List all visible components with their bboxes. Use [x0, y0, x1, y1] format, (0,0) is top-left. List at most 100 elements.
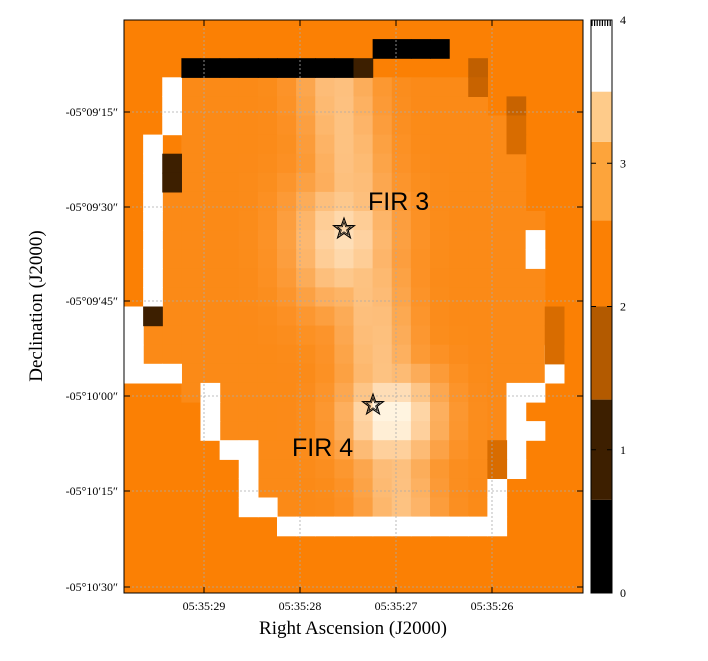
heatmap-cell	[506, 287, 527, 308]
heatmap-cell	[487, 382, 508, 403]
heatmap-cell	[219, 96, 240, 117]
heatmap-cell	[353, 478, 374, 499]
heatmap-cell	[219, 134, 240, 155]
heatmap-cell	[296, 478, 316, 499]
y-tick-label: -05°10′30″	[66, 580, 118, 594]
y-tick-labels: -05°09′15″ -05°09′30″ -05°09′45″ -05°10′00″…	[66, 105, 118, 594]
heatmap-cell	[277, 191, 297, 212]
heatmap-cell	[200, 191, 221, 212]
heatmap-cell	[353, 325, 374, 346]
heatmap-cell	[468, 459, 488, 479]
heatmap-cell	[410, 249, 431, 269]
heatmap-cell	[544, 325, 565, 346]
heatmap-cell	[372, 421, 393, 441]
heatmap-cell	[468, 325, 488, 346]
axis-ticks	[124, 20, 583, 593]
heatmap-cell	[334, 58, 355, 78]
heatmap-cell	[181, 325, 202, 346]
heatmap-cell	[334, 268, 355, 288]
heatmap-cell	[391, 230, 412, 250]
heatmap-cell	[449, 363, 469, 384]
y-tick-label: -05°10′15″	[66, 484, 118, 498]
heatmap-cell	[334, 402, 355, 422]
heatmap-cell	[315, 306, 335, 327]
heatmap-cell	[257, 306, 278, 327]
heatmap-cell	[525, 287, 546, 308]
y-tick-label: -05°09′15″	[66, 105, 118, 119]
heatmap-cell	[315, 115, 335, 136]
heatmap-cell	[238, 172, 259, 193]
heatmap-cell	[181, 134, 202, 155]
heatmap-cell	[181, 191, 202, 212]
heatmap-cell	[353, 172, 374, 193]
heatmap-cell	[449, 421, 469, 441]
heatmap-cell	[353, 230, 374, 250]
heatmap-cell	[449, 230, 469, 250]
heatmap-cell	[181, 96, 202, 117]
x-tick-labels: 05:35:29 05:35:28 05:35:27 05:35:26	[183, 599, 514, 613]
heatmap-cell	[525, 325, 546, 346]
heatmap-cell	[238, 459, 259, 479]
heatmap-cell	[238, 287, 259, 308]
heatmap-cell	[315, 96, 335, 117]
heatmap-cell	[181, 58, 202, 78]
heatmap-cell	[353, 115, 374, 136]
heatmap-cell	[162, 191, 182, 212]
heatmap-cell	[430, 516, 450, 537]
heatmap-cell	[391, 306, 412, 327]
heatmap-cell	[257, 268, 278, 288]
heatmap-cell	[124, 325, 144, 346]
star-icon	[331, 216, 357, 240]
heatmap-cell	[219, 306, 240, 327]
heatmap-cell	[162, 344, 182, 365]
heatmap-cell	[219, 211, 240, 231]
heatmap-cell	[468, 96, 488, 117]
heatmap-cell	[372, 306, 393, 327]
heatmap-cell	[200, 421, 221, 441]
heatmap-cell	[449, 191, 469, 212]
colorbar-band	[591, 141, 612, 221]
heatmap-cell	[372, 230, 393, 250]
heatmap-cell	[525, 268, 546, 288]
heatmap-cell	[468, 115, 488, 136]
heatmap-cell	[277, 344, 297, 365]
heatmap-cell	[277, 497, 297, 518]
heatmap-cell	[238, 402, 259, 422]
heatmap-cell	[315, 249, 335, 269]
heatmap-cell	[410, 516, 431, 537]
heatmap-cell	[334, 382, 355, 403]
heatmap-cell	[353, 77, 374, 97]
heatmap-cell	[353, 344, 374, 365]
heatmap-cell	[296, 382, 316, 403]
y-tick-label: -05°10′00″	[66, 389, 118, 403]
heatmap-cell	[219, 363, 240, 384]
heatmap-cell	[315, 134, 335, 155]
heatmap-cell	[143, 344, 163, 365]
heatmap-cell	[372, 77, 393, 97]
heatmap-cell	[391, 268, 412, 288]
heatmap-cell	[181, 268, 202, 288]
heatmap-cell	[430, 249, 450, 269]
heatmap-cell	[257, 191, 278, 212]
colorbar-band	[591, 34, 612, 92]
heatmap-cell	[162, 325, 182, 346]
heatmap-cell	[219, 115, 240, 136]
heatmap-cell	[449, 440, 469, 460]
heatmap-cell	[277, 230, 297, 250]
heatmap-cell	[277, 211, 297, 231]
heatmap-cell	[525, 382, 546, 403]
heatmap-cell	[468, 516, 488, 537]
heatmap-cell	[277, 77, 297, 97]
colorbar-tick-label: 2	[620, 300, 626, 314]
heatmap-cell	[315, 325, 335, 346]
heatmap-cell	[487, 211, 508, 231]
heatmap-cell	[391, 478, 412, 499]
heatmap-cell	[430, 172, 450, 193]
heatmap-cell	[296, 440, 316, 460]
colorbar-band	[591, 220, 612, 307]
heatmap-cell	[391, 172, 412, 193]
heatmap-cell	[372, 134, 393, 155]
heatmap-cell	[334, 440, 355, 460]
heatmap-cell	[353, 58, 374, 78]
heatmap-cell	[162, 287, 182, 308]
